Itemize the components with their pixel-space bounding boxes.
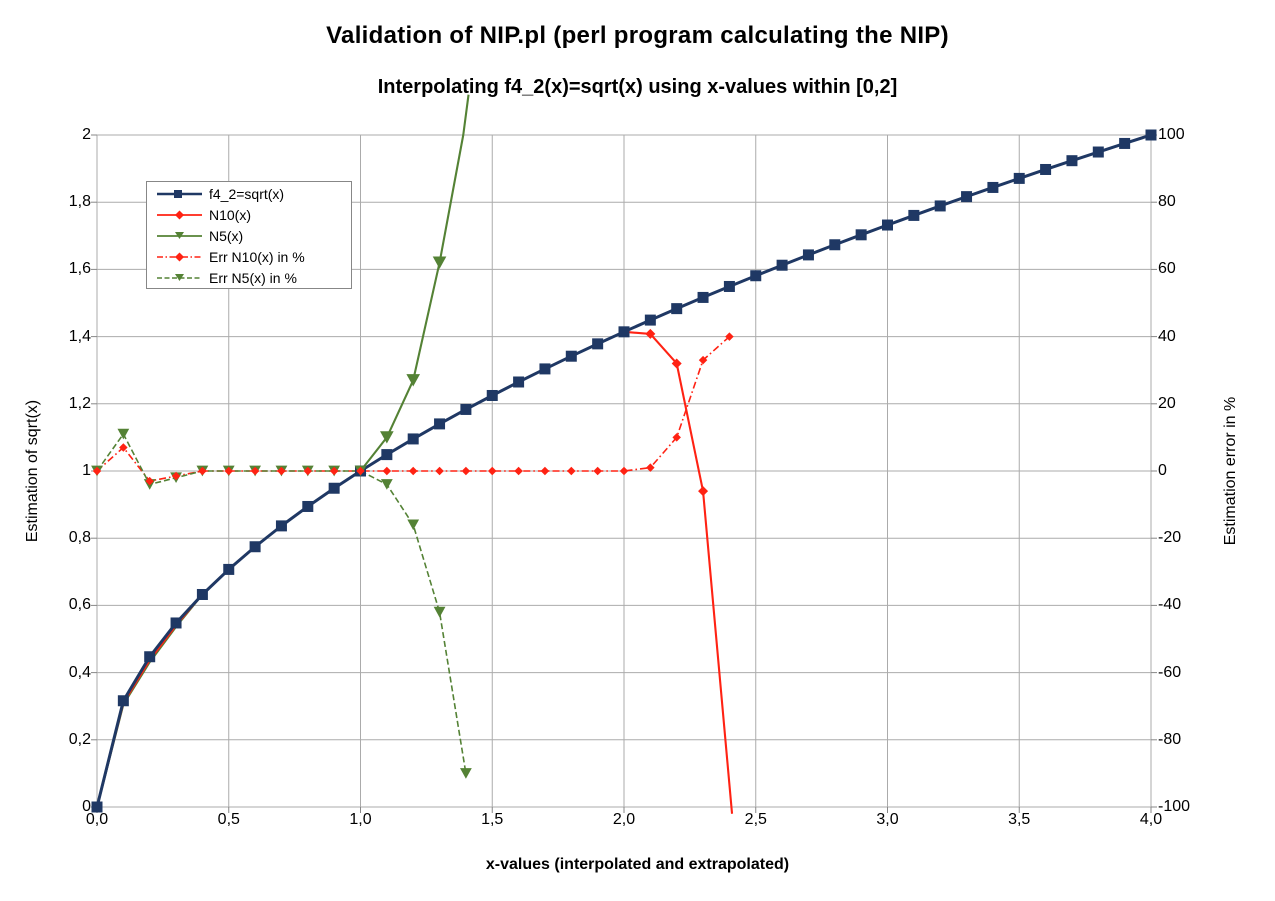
svg-text:N5(x): N5(x) [209,228,243,244]
svg-text:N10(x): N10(x) [209,207,251,223]
svg-text:Err N10(x) in %: Err N10(x) in % [209,249,305,265]
svg-text:f4_2=sqrt(x): f4_2=sqrt(x) [209,186,284,202]
svg-text:Err N5(x) in %: Err N5(x) in % [209,270,297,286]
